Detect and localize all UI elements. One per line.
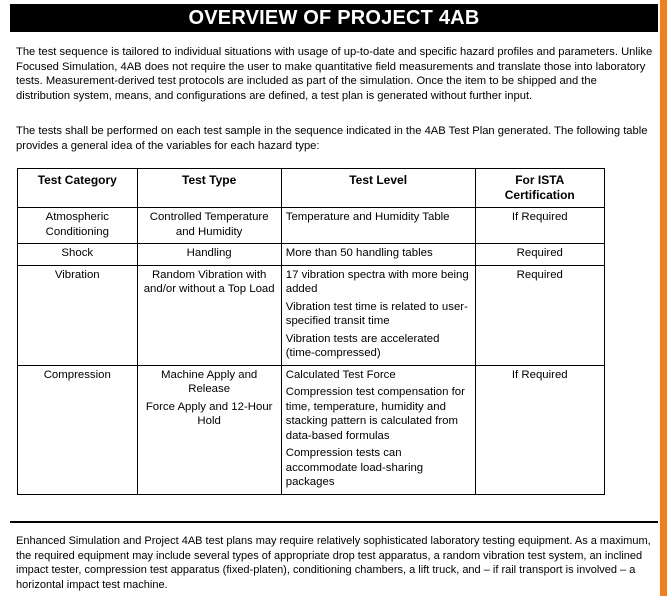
type-line: Random Vibration with and/or without a T… bbox=[143, 268, 275, 296]
orange-accent-bar bbox=[660, 0, 667, 596]
page-title: OVERVIEW OF PROJECT 4AB bbox=[10, 4, 658, 32]
header-test-type: Test Type bbox=[136, 168, 282, 208]
cell-type: Handling bbox=[136, 243, 282, 266]
cell-level: Temperature and Humidity Table bbox=[280, 207, 476, 244]
level-line: More than 50 handling tables bbox=[285, 247, 433, 259]
cell-category: Compression bbox=[17, 364, 138, 495]
table-row: Shock Handling More than 50 handling tab… bbox=[17, 243, 606, 266]
cell-level: More than 50 handling tables bbox=[280, 243, 476, 266]
level-line: Compression tests can accommodate load-s… bbox=[285, 447, 424, 488]
table-row: Atmospheric Conditioning Controlled Temp… bbox=[17, 207, 606, 244]
cell-level: Calculated Test Force Compression test c… bbox=[280, 364, 476, 495]
cell-type: Random Vibration with and/or without a T… bbox=[136, 264, 282, 366]
table-row: Vibration Random Vibration with and/or w… bbox=[17, 264, 606, 366]
cell-type: Machine Apply and Release Force Apply an… bbox=[136, 364, 282, 495]
equipment-paragraph: Enhanced Simulation and Project 4AB test… bbox=[16, 535, 651, 591]
level-line: Compression test compensation for time, … bbox=[285, 386, 465, 442]
level-line: 17 vibration spectra with more being add… bbox=[285, 268, 469, 296]
cell-level: 17 vibration spectra with more being add… bbox=[280, 264, 476, 366]
cell-cert: Required bbox=[474, 264, 606, 366]
level-line: Vibration tests are accelerated (time-co… bbox=[285, 332, 440, 360]
type-line: Force Apply and 12-Hour Hold bbox=[145, 400, 273, 428]
level-line: Vibration test time is related to user-s… bbox=[285, 300, 468, 328]
header-test-level: Test Level bbox=[280, 168, 476, 208]
table-row: Compression Machine Apply and Release Fo… bbox=[17, 364, 606, 495]
section-divider bbox=[10, 521, 658, 523]
level-line: Calculated Test Force bbox=[285, 368, 396, 381]
level-line: Temperature and Humidity Table bbox=[285, 211, 450, 223]
header-ista-certification: For ISTA Certification bbox=[474, 168, 606, 208]
cell-cert: Required bbox=[474, 243, 606, 266]
type-line: Controlled Temperature and Humidity bbox=[149, 211, 269, 238]
cell-cert: If Required bbox=[474, 207, 606, 244]
cell-type: Controlled Temperature and Humidity bbox=[136, 207, 282, 244]
hazard-table: Test Category Test Type Test Level For I… bbox=[17, 168, 606, 495]
intro-paragraph: The test sequence is tailored to individ… bbox=[16, 46, 653, 102]
tests-paragraph: The tests shall be performed on each tes… bbox=[16, 125, 648, 152]
header-test-category: Test Category bbox=[17, 168, 138, 208]
type-line: Machine Apply and Release bbox=[161, 368, 258, 396]
cell-cert: If Required bbox=[474, 364, 606, 495]
cell-category: Vibration bbox=[17, 264, 138, 366]
cell-category: Shock bbox=[17, 243, 138, 266]
table-header-row: Test Category Test Type Test Level For I… bbox=[17, 168, 606, 208]
type-line: Handling bbox=[186, 247, 232, 259]
cell-category: Atmospheric Conditioning bbox=[17, 207, 138, 244]
